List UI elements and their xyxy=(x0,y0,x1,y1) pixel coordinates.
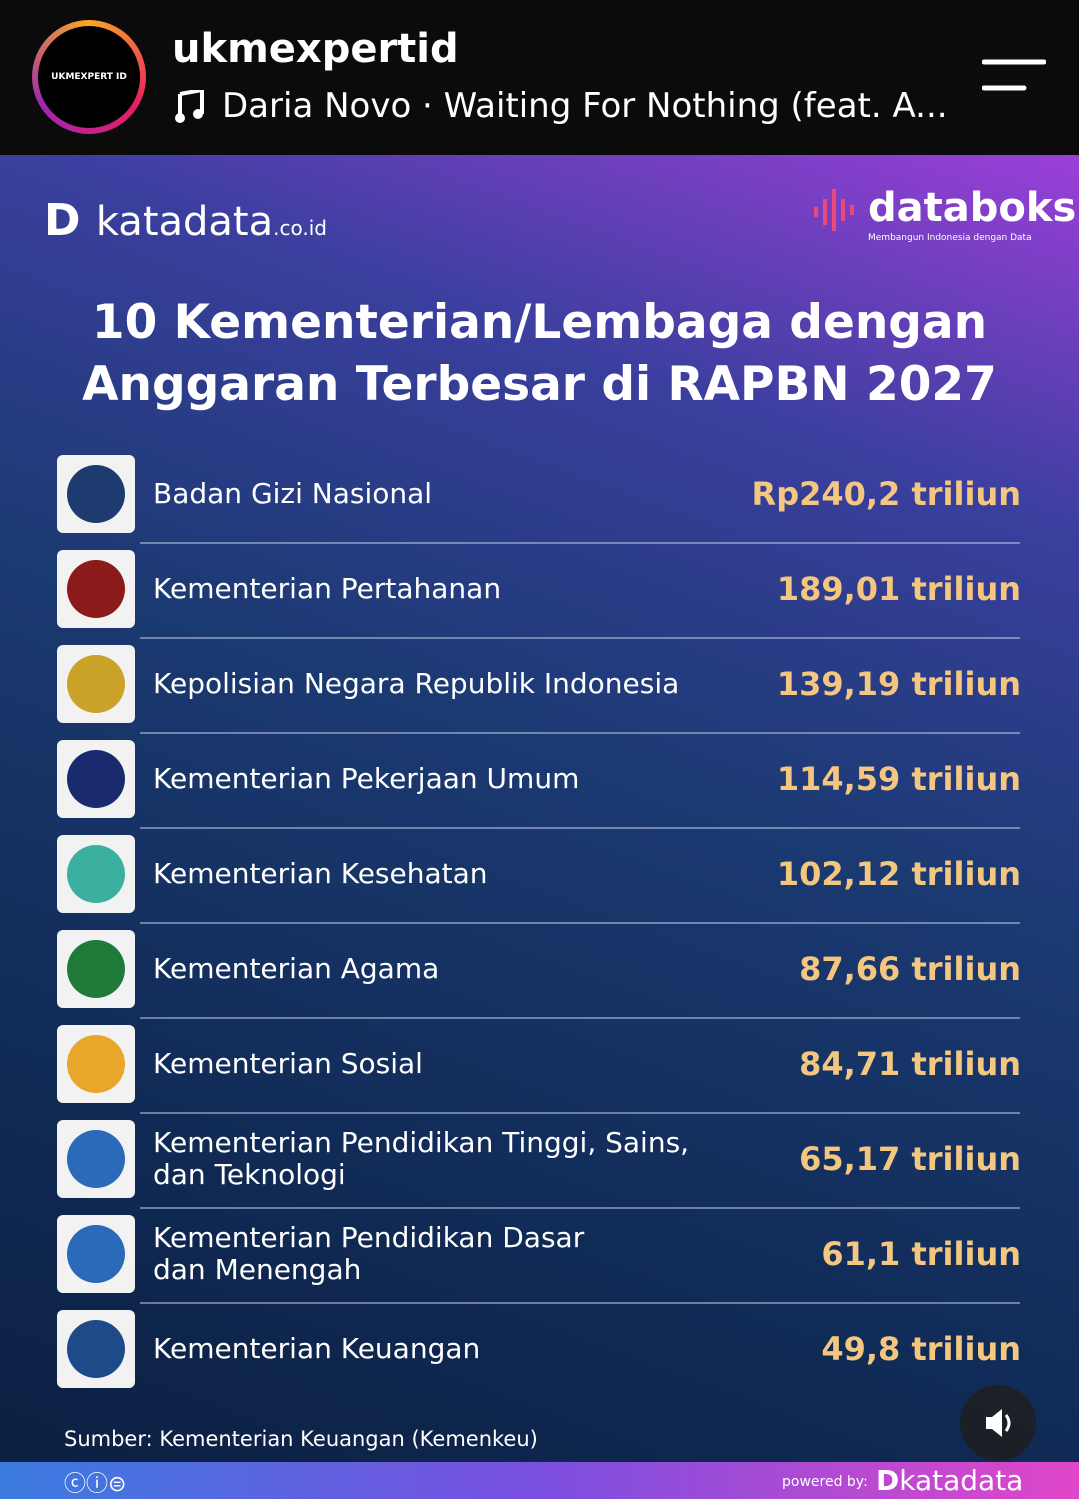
source: Sumber: Kementerian Keuangan (Kemenkeu) xyxy=(64,1427,538,1451)
row-value: Rp240,2 triliun xyxy=(751,475,1021,513)
brand-logo: D katadata.co.id xyxy=(44,195,327,246)
row-separator xyxy=(140,732,1020,734)
row-icon xyxy=(57,835,135,913)
row-separator xyxy=(140,1207,1020,1209)
row-value: 84,71 triliun xyxy=(799,1045,1021,1083)
row-name: Kementerian Agama xyxy=(153,952,440,985)
row-separator xyxy=(140,1017,1020,1019)
row-name: Kementerian Pendidikan Tinggi, Sains, xyxy=(153,1126,690,1159)
row-icon xyxy=(57,1215,135,1293)
row-icon xyxy=(57,645,135,723)
menu-button[interactable] xyxy=(982,58,1046,94)
row-separator xyxy=(140,827,1020,829)
row-icon xyxy=(57,1025,135,1103)
title-line: 10 Kementerian/Lembaga dengan xyxy=(91,295,988,350)
infographic: D katadata.co.id databoks Membangun Indo… xyxy=(0,155,1079,1499)
music-title[interactable]: Daria Novo · Waiting For Nothing (feat. … xyxy=(222,86,948,126)
row-value: 139,19 triliun xyxy=(776,665,1021,703)
partner-tagline: Membangun Indonesia dengan Data xyxy=(868,233,1032,243)
row-value: 189,01 triliun xyxy=(776,570,1021,608)
row-name: Badan Gizi Nasional xyxy=(153,477,433,510)
row-icon xyxy=(57,930,135,1008)
row-name: Kementerian Keuangan xyxy=(153,1332,481,1365)
row-value: 87,66 triliun xyxy=(799,950,1021,988)
avatar-text: UKMEXPERT ID xyxy=(51,72,127,82)
row-icon xyxy=(57,550,135,628)
databoks-icon xyxy=(814,189,854,231)
row-value: 65,17 triliun xyxy=(799,1140,1021,1178)
brand-suffix: .co.id xyxy=(273,216,327,240)
partner: databoks xyxy=(868,185,1077,231)
row-name: dan Menengah xyxy=(153,1253,362,1286)
row-name: Kementerian Pekerjaan Umum xyxy=(153,762,580,795)
row-separator xyxy=(140,922,1020,924)
post-header: UKMEXPERT ID ukmexpertid Daria Novo · Wa… xyxy=(0,0,1079,155)
footer-brand: katadata xyxy=(899,1464,1024,1497)
row-name: dan Teknologi xyxy=(153,1158,346,1191)
row-icon xyxy=(57,1120,135,1198)
title-line: Anggaran Terbesar di RAPBN 2027 xyxy=(82,357,997,412)
row-name: Kementerian Pertahanan xyxy=(153,572,502,605)
row-name: Kepolisian Negara Republik Indonesia xyxy=(153,667,680,700)
row-value: 61,1 triliun xyxy=(821,1235,1021,1273)
row-value: 114,59 triliun xyxy=(776,760,1021,798)
row-separator xyxy=(140,542,1020,544)
row-value: 102,12 triliun xyxy=(776,855,1021,893)
footer-bar: ⓒⓘ⊜ powered by: Dkatadata xyxy=(0,1462,1079,1499)
row-icon xyxy=(57,740,135,818)
row-name: Kementerian Sosial xyxy=(153,1047,423,1080)
row-icon xyxy=(57,1310,135,1388)
footer-logo: Dkatadata xyxy=(876,1464,1024,1497)
license-icons: ⓒⓘ⊜ xyxy=(64,1472,127,1497)
avatar-ring[interactable]: UKMEXPERT ID xyxy=(32,20,146,134)
row-name: Kementerian Kesehatan xyxy=(153,857,488,890)
row-separator xyxy=(140,1112,1020,1114)
username[interactable]: ukmexpertid xyxy=(172,26,459,72)
row-value: 49,8 triliun xyxy=(821,1330,1021,1368)
row-icon xyxy=(57,455,135,533)
mute-button[interactable] xyxy=(960,1385,1036,1461)
row-name: Kementerian Pendidikan Dasar xyxy=(153,1221,585,1254)
row-separator xyxy=(140,1302,1020,1304)
music-icon xyxy=(175,90,204,123)
row-separator xyxy=(140,637,1020,639)
brand: katadata xyxy=(95,199,274,245)
powered-by: powered by: xyxy=(782,1474,868,1490)
